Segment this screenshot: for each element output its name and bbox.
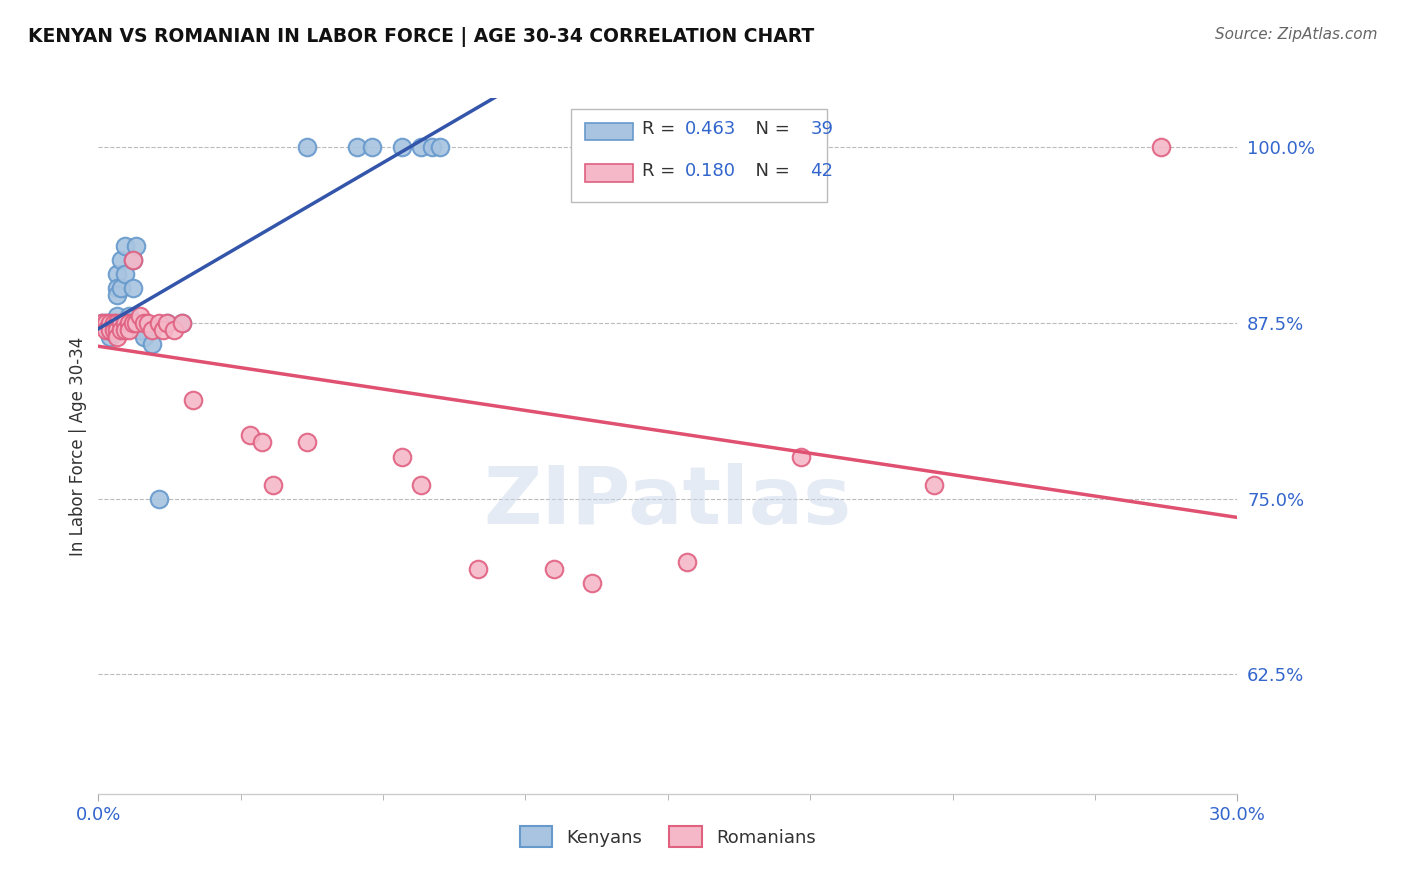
Point	[121, 316, 143, 330]
Text: 0.180: 0.180	[685, 162, 735, 180]
FancyBboxPatch shape	[585, 122, 633, 140]
Point	[103, 316, 125, 330]
Point	[110, 316, 132, 330]
Text: R =: R =	[641, 120, 681, 138]
Point	[98, 330, 121, 344]
Point	[103, 316, 125, 330]
Point	[98, 316, 121, 330]
Point	[114, 316, 136, 330]
Point	[152, 323, 174, 337]
FancyBboxPatch shape	[585, 164, 633, 182]
Point	[148, 491, 170, 506]
Point	[132, 316, 155, 330]
Point	[129, 323, 152, 337]
Point	[170, 316, 193, 330]
Point	[118, 316, 141, 330]
Point	[297, 435, 319, 450]
Point	[98, 323, 121, 337]
Point	[114, 316, 136, 330]
Point	[422, 140, 444, 154]
Point	[183, 393, 205, 408]
Point	[91, 316, 114, 330]
Text: N =: N =	[744, 162, 796, 180]
Point	[118, 316, 141, 330]
Point	[141, 337, 163, 351]
Point	[110, 281, 132, 295]
Point	[262, 477, 284, 491]
Point	[98, 323, 121, 337]
Point	[121, 281, 143, 295]
Point	[110, 316, 132, 330]
Point	[297, 140, 319, 154]
Point	[250, 435, 273, 450]
Point	[156, 316, 179, 330]
Point	[922, 477, 945, 491]
Point	[114, 238, 136, 252]
Point	[148, 316, 170, 330]
Point	[107, 323, 129, 337]
Point	[107, 330, 129, 344]
Point	[129, 309, 152, 323]
Point	[581, 576, 603, 591]
Legend: Kenyans, Romanians: Kenyans, Romanians	[512, 819, 824, 855]
Point	[91, 316, 114, 330]
Point	[107, 267, 129, 281]
Point	[98, 316, 121, 330]
Text: KENYAN VS ROMANIAN IN LABOR FORCE | AGE 30-34 CORRELATION CHART: KENYAN VS ROMANIAN IN LABOR FORCE | AGE …	[28, 27, 814, 46]
Point	[107, 316, 129, 330]
Point	[118, 323, 141, 337]
Point	[110, 323, 132, 337]
Y-axis label: In Labor Force | Age 30-34: In Labor Force | Age 30-34	[69, 336, 87, 556]
Point	[103, 326, 125, 340]
Point	[94, 316, 117, 330]
Point	[790, 450, 813, 464]
Point	[103, 323, 125, 337]
Point	[676, 555, 699, 569]
Point	[121, 316, 143, 330]
Point	[346, 140, 368, 154]
Point	[107, 309, 129, 323]
Text: 0.463: 0.463	[685, 120, 737, 138]
Point	[467, 562, 489, 576]
Point	[170, 316, 193, 330]
Point	[132, 330, 155, 344]
Point	[110, 252, 132, 267]
Text: R =: R =	[641, 162, 681, 180]
Point	[114, 323, 136, 337]
Point	[1150, 140, 1173, 154]
Point	[411, 477, 433, 491]
Point	[107, 288, 129, 302]
Text: N =: N =	[744, 120, 796, 138]
Point	[114, 267, 136, 281]
Point	[411, 140, 433, 154]
Point	[136, 316, 159, 330]
Point	[239, 428, 262, 442]
Point	[391, 450, 413, 464]
Point	[94, 316, 117, 330]
Point	[94, 318, 117, 333]
Point	[125, 238, 148, 252]
Point	[125, 316, 148, 330]
Point	[156, 316, 179, 330]
Point	[125, 316, 148, 330]
Point	[103, 320, 125, 334]
Point	[141, 323, 163, 337]
Point	[107, 281, 129, 295]
Text: ZIPatlas: ZIPatlas	[484, 463, 852, 541]
Point	[163, 323, 186, 337]
Point	[391, 140, 413, 154]
Point	[121, 252, 143, 267]
Text: Source: ZipAtlas.com: Source: ZipAtlas.com	[1215, 27, 1378, 42]
Point	[360, 140, 382, 154]
Point	[121, 252, 143, 267]
Point	[543, 562, 565, 576]
FancyBboxPatch shape	[571, 109, 827, 202]
Text: 42: 42	[810, 162, 834, 180]
Point	[429, 140, 451, 154]
Point	[94, 323, 117, 337]
Point	[118, 309, 141, 323]
Text: 39: 39	[810, 120, 834, 138]
